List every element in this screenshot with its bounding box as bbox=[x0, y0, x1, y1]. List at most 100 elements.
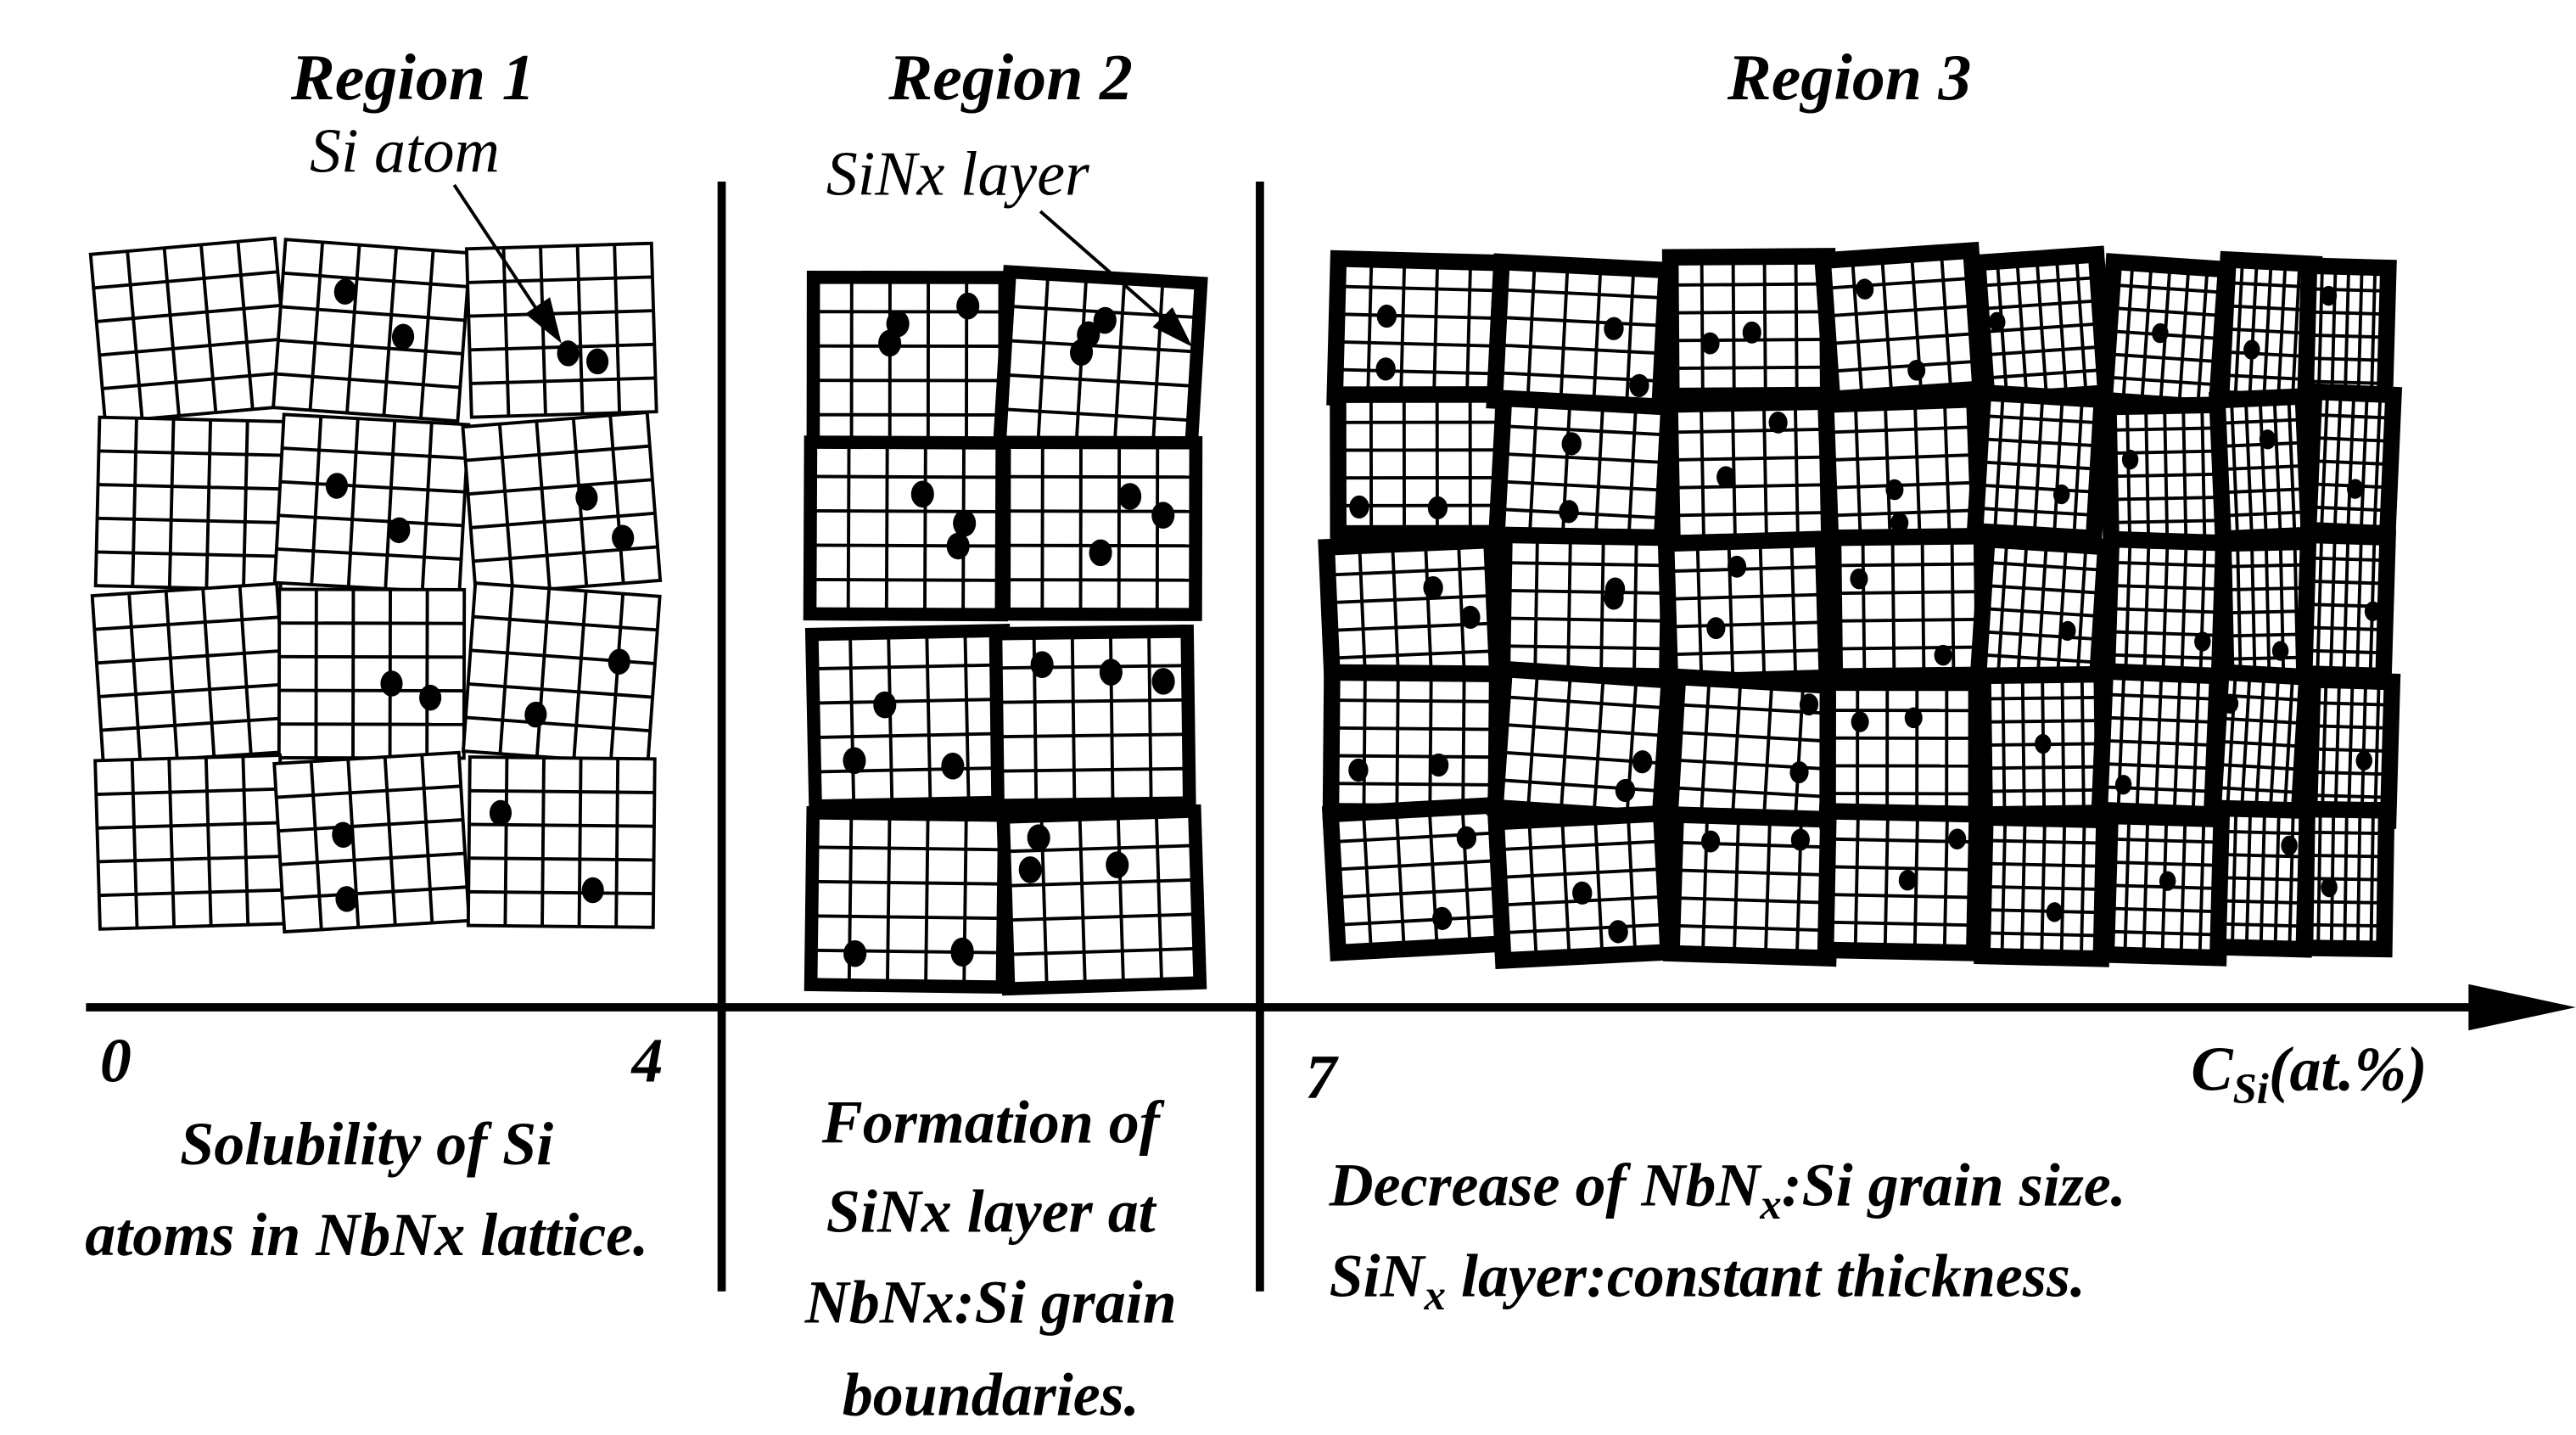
lattice-line bbox=[1761, 402, 1768, 542]
lattice-line bbox=[1593, 816, 1604, 956]
lattice-line bbox=[98, 337, 284, 357]
si-atom bbox=[1375, 357, 1396, 381]
lattice-line bbox=[2110, 496, 2223, 502]
grain bbox=[271, 238, 473, 423]
lattice-line bbox=[1671, 310, 1828, 315]
si-atom bbox=[1799, 693, 1819, 716]
lattice-line bbox=[1890, 536, 1896, 676]
si-atom bbox=[2221, 693, 2239, 714]
lattice-line bbox=[1497, 343, 1663, 356]
lattice-line bbox=[199, 244, 218, 413]
grain bbox=[461, 581, 662, 766]
lattice-line bbox=[1391, 544, 1401, 683]
lattice-line bbox=[1362, 812, 1373, 951]
si-atom bbox=[1099, 659, 1123, 686]
lattice-line bbox=[1853, 403, 1862, 542]
si-atom bbox=[1027, 824, 1050, 851]
lattice-line bbox=[1461, 673, 1466, 813]
axis-label-units: (at.%) bbox=[2269, 1034, 2428, 1103]
lattice-line bbox=[1674, 730, 1832, 743]
grain bbox=[803, 435, 1009, 622]
lattice-line bbox=[846, 442, 851, 614]
lattice-line bbox=[1330, 782, 1497, 787]
grain bbox=[1969, 530, 2115, 695]
lattice-line bbox=[1394, 810, 1406, 950]
lattice-line bbox=[383, 756, 397, 926]
lattice-line bbox=[1982, 931, 2102, 938]
axis-label: CSi(at.%) bbox=[2191, 1034, 2427, 1113]
si-atom bbox=[1559, 500, 1579, 524]
grain bbox=[1817, 390, 1988, 552]
si-atom bbox=[1018, 856, 1042, 883]
lattice-line bbox=[1671, 365, 1828, 370]
si-atom bbox=[391, 323, 415, 350]
lattice-line bbox=[1672, 923, 1829, 933]
lattice-line bbox=[1331, 698, 1498, 703]
lattice-line bbox=[1695, 542, 1704, 681]
grain bbox=[1813, 241, 1990, 408]
axis-label-base: C bbox=[2191, 1034, 2233, 1103]
lattice-line bbox=[812, 879, 1004, 886]
si-atom bbox=[2364, 601, 2382, 621]
lattice-line bbox=[468, 478, 653, 496]
lattice-line bbox=[1668, 620, 1826, 629]
lattice-line bbox=[1457, 541, 1467, 681]
si-atom bbox=[2046, 902, 2064, 922]
grain bbox=[1487, 804, 1677, 970]
lattice-line bbox=[1329, 593, 1494, 605]
lattice-line bbox=[470, 511, 656, 530]
lattice-line bbox=[1625, 268, 1636, 407]
lattice-line bbox=[1762, 256, 1767, 395]
grain-cell bbox=[1819, 674, 1985, 830]
lattice-line bbox=[498, 586, 514, 754]
lattice-line bbox=[503, 757, 509, 927]
lattice-line bbox=[575, 245, 585, 414]
si-atom bbox=[1151, 668, 1175, 695]
lattice-line bbox=[465, 715, 651, 733]
lattice-line bbox=[468, 275, 653, 284]
si-atom bbox=[1561, 432, 1582, 456]
description-text: Decrease of NbN bbox=[1329, 1152, 1763, 1219]
lattice-line bbox=[885, 814, 892, 986]
lattice-line bbox=[1672, 510, 1829, 518]
lattice-line bbox=[1670, 427, 1828, 434]
si-atom bbox=[1349, 495, 1369, 519]
si-atom bbox=[557, 340, 580, 367]
grain bbox=[1968, 245, 2115, 411]
lattice-line bbox=[1669, 647, 1827, 657]
si-atom bbox=[1790, 828, 1810, 851]
lattice-line bbox=[1005, 877, 1197, 888]
lattice-line bbox=[1502, 644, 1668, 651]
lattice-line bbox=[1007, 946, 1200, 956]
lattice-line bbox=[812, 845, 1005, 852]
lattice-line bbox=[468, 856, 654, 862]
lattice-line bbox=[1671, 786, 1828, 799]
lattice-line bbox=[884, 442, 889, 614]
lattice-line bbox=[1559, 265, 1570, 404]
lattice-line bbox=[1834, 590, 1983, 596]
lattice-line bbox=[1793, 401, 1800, 541]
si-atom bbox=[1632, 750, 1653, 774]
lattice-line bbox=[473, 614, 658, 632]
lattice-line bbox=[613, 244, 622, 413]
lattice-line bbox=[1431, 261, 1440, 401]
lattice-line bbox=[1976, 506, 2096, 517]
lattice-line bbox=[2304, 648, 2384, 655]
si-atom bbox=[950, 939, 974, 967]
si-atom bbox=[1727, 555, 1747, 578]
si-atom bbox=[524, 701, 547, 728]
region-title: Region 1 bbox=[290, 41, 535, 114]
lattice-line bbox=[280, 305, 466, 322]
lattice-line bbox=[2110, 519, 2223, 524]
lattice-line bbox=[204, 419, 213, 589]
lattice-line bbox=[1527, 820, 1538, 959]
lattice-line bbox=[382, 247, 398, 416]
grain bbox=[1817, 803, 1985, 961]
si-atom bbox=[1376, 304, 1397, 328]
lattice-line bbox=[470, 376, 656, 385]
si-atom bbox=[2159, 871, 2176, 891]
lattice-line bbox=[130, 760, 139, 928]
lattice-line bbox=[1335, 886, 1500, 900]
grain-cell bbox=[988, 624, 1196, 813]
